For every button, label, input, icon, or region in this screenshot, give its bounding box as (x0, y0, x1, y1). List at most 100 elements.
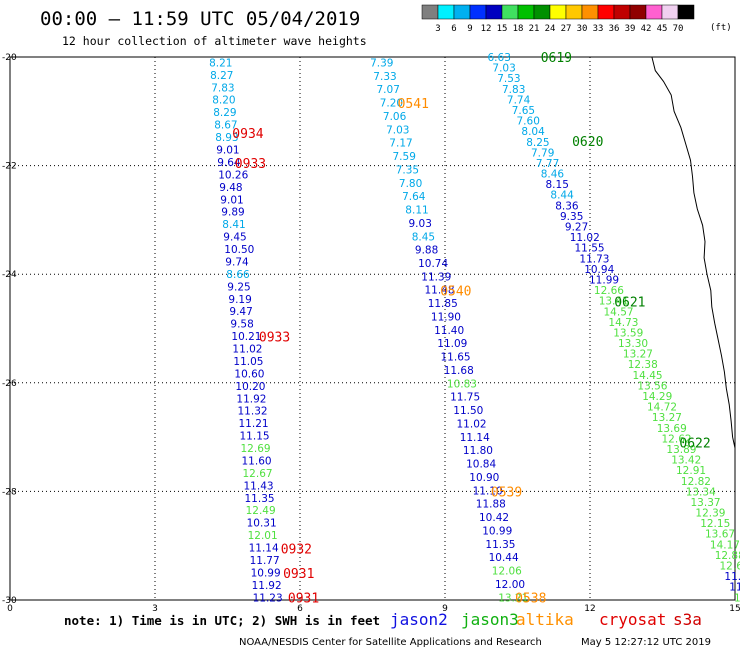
color-scale-tick-label: 70 (673, 24, 684, 34)
color-scale-tick-label: 39 (625, 24, 636, 34)
wave-height-value: 12.15 (700, 518, 730, 530)
color-scale-tick-label: 42 (641, 24, 652, 34)
wave-height-value: 11.02 (232, 344, 262, 356)
color-scale-swatch (501, 4, 519, 20)
wave-height-value: 10.90 (469, 472, 499, 484)
wave-height-value: 7.77 (536, 158, 559, 170)
wave-height-value: 11.35 (724, 571, 740, 583)
wave-height-value: 11.90 (431, 312, 461, 324)
x-tick-label: 12 (584, 604, 595, 614)
wave-height-value: 11.77 (250, 555, 280, 567)
wave-height-value: 9.64 (217, 157, 241, 169)
wave-height-value: 8.45 (412, 231, 435, 243)
pass-time-label: 0538 (515, 591, 546, 606)
wave-height-value: 8.29 (213, 107, 236, 119)
x-tick-label: 0 (7, 604, 13, 614)
wave-height-value: 7.17 (389, 138, 412, 150)
color-scale-swatch (677, 4, 695, 20)
wave-height-value: 13.27 (623, 349, 653, 361)
gridlines (10, 57, 735, 600)
pass-time-label: 0931 (283, 567, 314, 582)
wave-height-value: 11.02 (570, 232, 600, 244)
color-scale-tick-label: 15 (497, 24, 508, 34)
wave-height-value: 9.74 (225, 256, 249, 268)
coastline-path (651, 56, 736, 449)
color-scale-tick-label: 9 (467, 24, 472, 34)
wave-height-value: 8.36 (555, 200, 579, 212)
color-scale-swatch (453, 4, 471, 20)
wave-height-value: 7.65 (512, 105, 535, 117)
x-axis-ticks: 0 3 6 9 12 15 (7, 604, 740, 614)
wave-height-value: 12.91 (676, 465, 706, 477)
wave-height-value: 11.50 (453, 405, 483, 417)
x-tick-label: 3 (152, 604, 158, 614)
wave-height-value: 9.48 (219, 182, 242, 194)
wave-height-value: 11.92 (236, 393, 266, 405)
wave-height-value: 12.38 (628, 359, 658, 371)
track-1: 8.218.277.838.208.298.678.939.019.6410.2… (209, 57, 283, 604)
wave-height-value: 8.21 (209, 57, 232, 69)
wave-height-value: 8.67 (214, 120, 237, 132)
wave-height-value: 11.35 (245, 493, 275, 505)
wave-height-value: 12.67 (243, 468, 273, 480)
color-scale-tick-label: 33 (593, 24, 604, 34)
wave-height-value: 7.53 (497, 73, 520, 85)
wave-height-value: 7.64 (402, 191, 426, 203)
wave-height-value: 12.39 (695, 508, 725, 520)
wave-height-value: 7.74 (507, 94, 531, 106)
pass-time-label: 0931 (288, 591, 319, 606)
x-tick-label: 15 (729, 604, 740, 614)
wave-height-value: 14.72 (647, 402, 677, 414)
pass-time-label: 0932 (281, 542, 312, 557)
color-scale-swatch (645, 4, 663, 20)
wave-height-value: 8.46 (541, 169, 565, 181)
color-scale-swatch (469, 4, 487, 20)
color-scale-unit: (ft) (710, 23, 732, 33)
pass-time-label: 0621 (614, 295, 645, 310)
wave-height-value: 7.59 (393, 151, 416, 163)
wave-height-value: 10.83 (447, 378, 477, 390)
wave-height-value: 11.23 (253, 592, 283, 604)
wave-height-value: 10.31 (247, 518, 277, 530)
wave-height-value: 9.25 (227, 281, 250, 293)
wave-height-value: 10.20 (235, 381, 265, 393)
wave-height-value: 13.30 (618, 338, 648, 350)
wave-height-value: 11.40 (434, 325, 464, 337)
wave-height-value: 10.42 (479, 512, 509, 524)
wave-height-value: 11.88 (476, 499, 506, 511)
y-tick-label: -28 (2, 487, 17, 497)
wave-height-value: 11.14 (249, 543, 279, 555)
color-scale-tick-label: 6 (451, 24, 456, 34)
wave-height-value: 12.06 (492, 566, 522, 578)
footer-timestamp: May 5 12:27:12 UTC 2019 (581, 637, 711, 648)
wave-height-value: 9.19 (228, 294, 251, 306)
wave-height-value: 11.02 (457, 419, 487, 431)
wave-height-value: 13.89 (666, 444, 696, 456)
wave-height-value: 7.60 (517, 116, 540, 128)
color-scale-swatch (565, 4, 583, 20)
color-scale-swatch (597, 4, 615, 20)
wave-height-value: 9.35 (560, 211, 583, 223)
wave-height-value: 11.73 (579, 253, 609, 265)
wave-height-value: 7.80 (399, 178, 422, 190)
y-tick-label: -26 (2, 379, 17, 389)
wave-height-value: 12.66 (594, 285, 624, 297)
wave-height-value: 11.80 (463, 445, 493, 457)
wave-height-value: 7.33 (373, 71, 396, 83)
wave-height-value: 10.50 (224, 244, 254, 256)
y-tick-label: -24 (2, 270, 17, 280)
wave-height-value: 10.74 (418, 258, 448, 270)
wave-height-value: 13.67 (705, 529, 735, 541)
wave-height-value: 9.01 (216, 145, 239, 157)
chart-subtitle: 12 hour collection of altimeter wave hei… (62, 34, 367, 48)
wave-height-value: 9.01 (220, 194, 243, 206)
wave-height-value: 9.58 (230, 319, 253, 331)
wave-height-value: 11.60 (242, 456, 272, 468)
wave-height-value: 10.99 (482, 525, 512, 537)
wave-height-value: 13.41 (599, 296, 629, 308)
color-scale-tick-label: 18 (513, 24, 524, 34)
wave-height-value: 14.45 (633, 370, 663, 382)
wave-height-value: 8.66 (226, 269, 250, 281)
wave-height-value: 11.48 (425, 285, 455, 297)
